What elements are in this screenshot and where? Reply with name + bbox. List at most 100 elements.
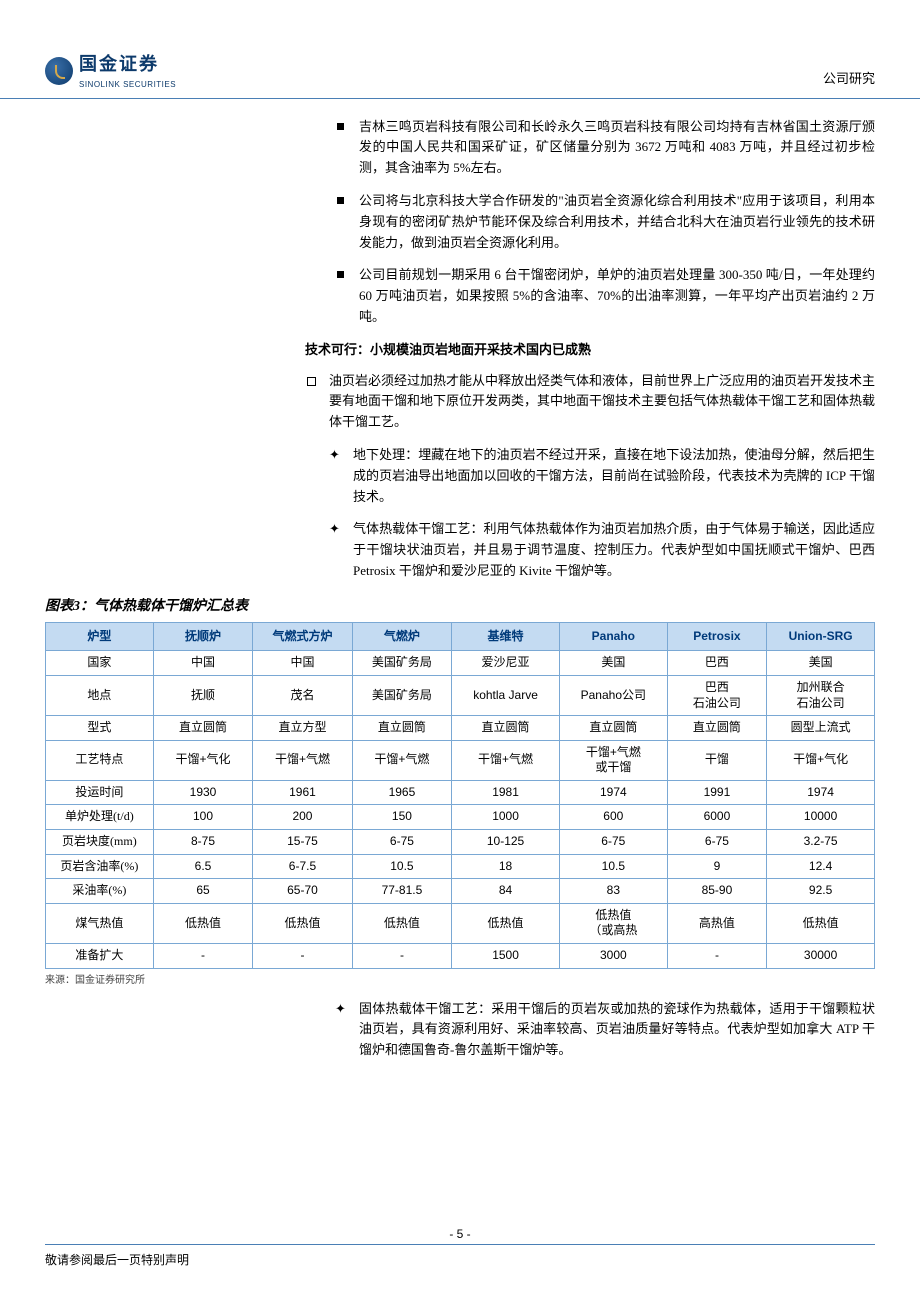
main-content: 吉林三鸣页岩科技有限公司和长岭永久三鸣页岩科技有限公司均持有吉林省国土资源厅颁发… bbox=[0, 99, 920, 582]
table-cell: 10.5 bbox=[559, 854, 667, 879]
table-cell: 1974 bbox=[559, 780, 667, 805]
table-row-label: 煤气热值 bbox=[46, 903, 154, 943]
table-cell: 10000 bbox=[767, 805, 875, 830]
table-cell: 1981 bbox=[452, 780, 560, 805]
table-cell: 美国 bbox=[559, 651, 667, 676]
table-cell: 低热值 bbox=[767, 903, 875, 943]
table-row: 准备扩大---15003000-30000 bbox=[46, 944, 875, 969]
table-cell: 6-75 bbox=[352, 830, 451, 855]
table-cell: 干馏+气化 bbox=[153, 740, 252, 780]
table-cell: 600 bbox=[559, 805, 667, 830]
table-cell: 干馏+气燃 bbox=[452, 740, 560, 780]
table-cell: 抚顺 bbox=[153, 675, 252, 715]
table-cell: 高热值 bbox=[667, 903, 766, 943]
table-row: 投运时间1930196119651981197419911974 bbox=[46, 780, 875, 805]
table-header-cell: 气燃式方炉 bbox=[253, 623, 352, 651]
table-cell: 直立圆筒 bbox=[352, 716, 451, 741]
table-header-cell: Panaho bbox=[559, 623, 667, 651]
table-cell: 6.5 bbox=[153, 854, 252, 879]
table-cell: - bbox=[667, 944, 766, 969]
table-cell: 美国矿务局 bbox=[352, 651, 451, 676]
tech-sub-bullet: 地下处理：埋藏在地下的油页岩不经过开采，直接在地下设法加热，使油母分解，然后把生… bbox=[329, 445, 875, 507]
table-cell: 中国 bbox=[253, 651, 352, 676]
table-row-label: 投运时间 bbox=[46, 780, 154, 805]
table-cell: 干馏+气燃 bbox=[253, 740, 352, 780]
table-cell: 200 bbox=[253, 805, 352, 830]
page-footer: - 5 - 敬请参阅最后一页特别声明 bbox=[45, 1244, 875, 1270]
table-row: 煤气热值低热值低热值低热值低热值低热值（或高热高热值低热值 bbox=[46, 903, 875, 943]
table-cell: 6000 bbox=[667, 805, 766, 830]
table-header-cell: 抚顺炉 bbox=[153, 623, 252, 651]
table-row: 页岩块度(mm)8-7515-756-7510-1256-756-753.2-7… bbox=[46, 830, 875, 855]
table-cell: 92.5 bbox=[767, 879, 875, 904]
table-cell: 84 bbox=[452, 879, 560, 904]
tech-sub-list: 地下处理：埋藏在地下的油页岩不经过开采，直接在地下设法加热，使油母分解，然后把生… bbox=[329, 445, 875, 582]
table-cell: 直立圆筒 bbox=[452, 716, 560, 741]
table-row-label: 准备扩大 bbox=[46, 944, 154, 969]
table-header-cell: Union-SRG bbox=[767, 623, 875, 651]
table-cell: 直立圆筒 bbox=[667, 716, 766, 741]
table-row-label: 单炉处理(t/d) bbox=[46, 805, 154, 830]
table-cell: 85-90 bbox=[667, 879, 766, 904]
page-number: - 5 - bbox=[45, 1225, 875, 1244]
table-header-cell: 基维特 bbox=[452, 623, 560, 651]
table-row-label: 国家 bbox=[46, 651, 154, 676]
table-cell: 巴西 bbox=[667, 651, 766, 676]
table-row: 采油率(%)6565-7077-81.5848385-9092.5 bbox=[46, 879, 875, 904]
table-cell: 10.5 bbox=[352, 854, 451, 879]
retort-furnace-table: 炉型抚顺炉气燃式方炉气燃炉基维特PanahoPetrosixUnion-SRG … bbox=[45, 622, 875, 969]
table-cell: 低热值（或高热 bbox=[559, 903, 667, 943]
table-cell: - bbox=[153, 944, 252, 969]
table-cell: 巴西石油公司 bbox=[667, 675, 766, 715]
table-cell: 1961 bbox=[253, 780, 352, 805]
table-cell: 干馏+气燃 bbox=[352, 740, 451, 780]
table-cell: 30000 bbox=[767, 944, 875, 969]
table-cell: 6-7.5 bbox=[253, 854, 352, 879]
intro-bullet: 吉林三鸣页岩科技有限公司和长岭永久三鸣页岩科技有限公司均持有吉林省国土资源厅颁发… bbox=[335, 117, 875, 179]
table-source: 来源：国金证券研究所 bbox=[0, 969, 920, 989]
tech-bullet-list: 油页岩必须经过加热才能从中释放出烃类气体和液体，目前世界上广泛应用的油页岩开发技… bbox=[305, 371, 875, 433]
table-cell: 低热值 bbox=[352, 903, 451, 943]
table-cell: 9 bbox=[667, 854, 766, 879]
table-row-label: 地点 bbox=[46, 675, 154, 715]
table-header-cell: 炉型 bbox=[46, 623, 154, 651]
table-row: 国家中国中国美国矿务局爱沙尼亚美国巴西美国 bbox=[46, 651, 875, 676]
table-cell: 15-75 bbox=[253, 830, 352, 855]
table-cell: 美国矿务局 bbox=[352, 675, 451, 715]
tech-sub-bullet: 气体热载体干馏工艺：利用气体热载体作为油页岩加热介质，由于气体易于输送，因此适应… bbox=[329, 519, 875, 581]
footer-disclaimer: 敬请参阅最后一页特别声明 bbox=[45, 1251, 875, 1270]
tech-bullet: 油页岩必须经过加热才能从中释放出烃类气体和液体，目前世界上广泛应用的油页岩开发技… bbox=[305, 371, 875, 433]
table-cell: 中国 bbox=[153, 651, 252, 676]
table-header-cell: 气燃炉 bbox=[352, 623, 451, 651]
table-header-cell: Petrosix bbox=[667, 623, 766, 651]
company-logo: 国金证券 SINOLINK SECURITIES bbox=[45, 50, 176, 92]
company-name-en: SINOLINK SECURITIES bbox=[79, 79, 176, 92]
table-cell: 77-81.5 bbox=[352, 879, 451, 904]
intro-bullet: 公司目前规划一期采用 6 台干馏密闭炉，单炉的油页岩处理量 300-350 吨/… bbox=[335, 265, 875, 327]
table-cell: 干馏+气燃或干馏 bbox=[559, 740, 667, 780]
company-name-cn: 国金证券 bbox=[79, 50, 176, 79]
post-table-list: 固体热载体干馏工艺：采用干馏后的页岩灰或加热的瓷球作为热载体，适用于干馏颗粒状油… bbox=[335, 999, 875, 1061]
page-header: 国金证券 SINOLINK SECURITIES 公司研究 bbox=[0, 0, 920, 99]
table-cell: 茂名 bbox=[253, 675, 352, 715]
table-cell: 低热值 bbox=[153, 903, 252, 943]
table-row: 单炉处理(t/d)1002001501000600600010000 bbox=[46, 805, 875, 830]
table-cell: 10-125 bbox=[452, 830, 560, 855]
table-cell: 100 bbox=[153, 805, 252, 830]
table-cell: 直立圆筒 bbox=[153, 716, 252, 741]
table-cell: 低热值 bbox=[253, 903, 352, 943]
table-cell: 圆型上流式 bbox=[767, 716, 875, 741]
table-cell: 直立圆筒 bbox=[559, 716, 667, 741]
table-cell: - bbox=[352, 944, 451, 969]
logo-icon bbox=[45, 57, 73, 85]
table-row: 工艺特点干馏+气化干馏+气燃干馏+气燃干馏+气燃干馏+气燃或干馏干馏干馏+气化 bbox=[46, 740, 875, 780]
table-cell: Panaho公司 bbox=[559, 675, 667, 715]
table-cell: 1974 bbox=[767, 780, 875, 805]
table-cell: 1500 bbox=[452, 944, 560, 969]
table-cell: 加州联合石油公司 bbox=[767, 675, 875, 715]
table-title: 图表3：气体热载体干馏炉汇总表 bbox=[0, 596, 920, 618]
table-cell: 美国 bbox=[767, 651, 875, 676]
table-cell: kohtla Jarve bbox=[452, 675, 560, 715]
post-table-bullet: 固体热载体干馏工艺：采用干馏后的页岩灰或加热的瓷球作为热载体，适用于干馏颗粒状油… bbox=[335, 999, 875, 1061]
table-cell: 干馏+气化 bbox=[767, 740, 875, 780]
